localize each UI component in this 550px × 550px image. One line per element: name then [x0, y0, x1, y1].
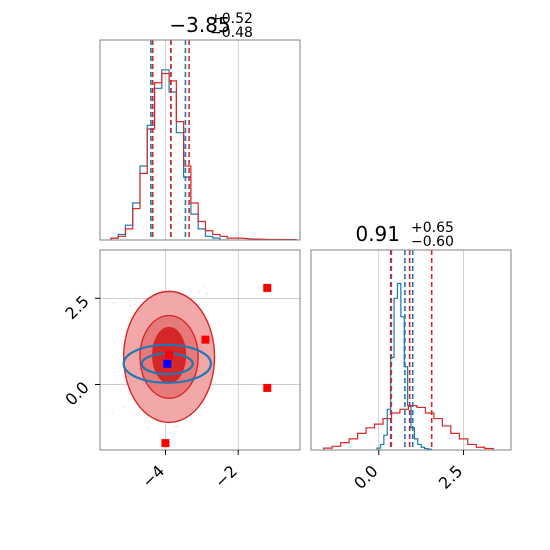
sample-point: [230, 367, 233, 369]
sample-point: [112, 302, 115, 304]
sample-point: [122, 406, 125, 408]
panel-frame: [310, 249, 512, 451]
bottom-right-title-plus: +0.65: [411, 220, 454, 236]
sample-point: [128, 397, 131, 400]
red-marker: [263, 283, 272, 292]
sample-point: [138, 412, 141, 415]
top-left-blue-histogram: [110, 69, 228, 240]
sample-point: [205, 292, 208, 295]
bottom-right-red-histogram: [323, 405, 494, 450]
bottom-left-plot-area: [94, 250, 300, 450]
sample-point: [128, 393, 130, 395]
top-left-title: −3.85: [169, 13, 230, 37]
top-left-red-histogram: [110, 72, 297, 240]
bottom-left-scatter-panel: −4 −2 0.0 2.5: [61, 249, 301, 492]
blue-marker: [163, 359, 172, 368]
sample-point: [121, 341, 123, 344]
red-marker: [161, 439, 170, 448]
sample-point: [129, 305, 132, 308]
red-marker: [263, 383, 272, 392]
sample-point: [214, 381, 217, 384]
sample-point: [111, 412, 114, 414]
bottom-right-x-tick-label: 2.5: [435, 461, 466, 492]
bottom-right-plot-area: [323, 250, 494, 450]
sample-point: [94, 337, 96, 339]
top-left-histogram-panel: [99, 39, 301, 241]
blue-contour-outer: [122, 343, 213, 384]
panel-frame: [99, 39, 301, 241]
sample-point: [121, 347, 123, 350]
top-left-title-minus: −0.48: [210, 25, 253, 41]
bottom-left-y-tick-label: 0.0: [61, 378, 92, 409]
panel-frame: [99, 249, 301, 451]
bottom-left-y-tick-label: 2.5: [61, 292, 92, 323]
sample-point: [176, 425, 179, 428]
bottom-left-x-tick-label: −2: [211, 461, 241, 491]
sample-point: [198, 291, 201, 294]
top-left-plot-area: [110, 40, 297, 240]
top-left-title-value: −3.85: [169, 13, 230, 37]
sample-point: [120, 381, 123, 384]
sample-point: [134, 303, 137, 306]
bottom-right-histogram-panel: 0.0 2.5: [310, 249, 512, 493]
sample-point: [203, 285, 206, 288]
sample-point: [129, 300, 132, 302]
sample-point: [173, 425, 176, 428]
red-marker: [165, 351, 174, 360]
sample-point: [147, 426, 150, 429]
bottom-left-x-tick-label: −4: [138, 461, 168, 491]
bottom-right-x-tick-label: 0.0: [350, 461, 381, 492]
top-left-title-plus: +0.52: [210, 11, 253, 27]
red-marker: [201, 335, 210, 344]
bottom-right-title-value: 0.91: [355, 222, 400, 246]
bottom-right-title-minus: −0.60: [411, 234, 454, 250]
